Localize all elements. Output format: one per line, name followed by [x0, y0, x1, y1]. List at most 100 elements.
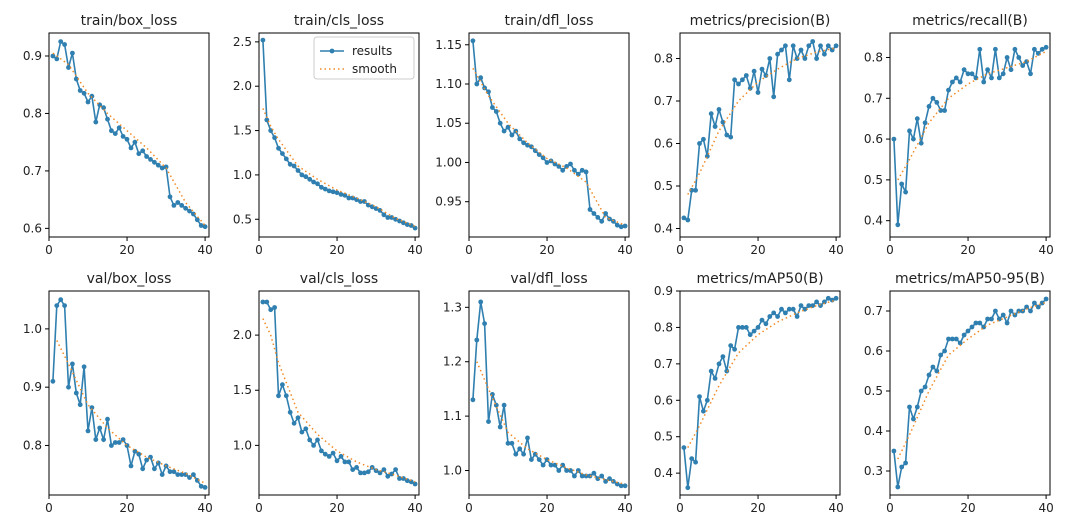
results-point — [299, 429, 305, 435]
results-point — [618, 224, 624, 230]
results-point — [354, 465, 359, 470]
results-point — [478, 75, 484, 81]
results-point — [1008, 308, 1014, 314]
legend-results-marker — [329, 48, 335, 54]
y-tick-label: 1.3 — [443, 300, 462, 314]
results-point — [58, 39, 64, 44]
results-point — [728, 134, 734, 140]
results-point — [899, 464, 905, 470]
results-point — [140, 148, 146, 154]
results-point — [393, 216, 398, 222]
y-tick-label: 0.7 — [864, 91, 883, 105]
results-point — [833, 43, 839, 49]
y-tick-label: 0.5 — [233, 212, 252, 226]
y-tick-label: 1.0 — [443, 464, 462, 478]
results-point — [767, 56, 773, 61]
results-point — [338, 192, 344, 197]
y-tick-label: 0.8 — [654, 320, 673, 334]
results-point — [775, 51, 780, 57]
results-point — [412, 225, 418, 231]
results-point — [474, 337, 480, 343]
plot-frame — [468, 290, 630, 496]
results-point — [622, 223, 628, 229]
x-tick-label: 20 — [539, 243, 554, 257]
results-point — [922, 120, 928, 126]
results-point — [911, 416, 916, 422]
x-tick-label: 0 — [886, 243, 894, 257]
results-point — [385, 215, 391, 220]
results-point — [280, 151, 285, 157]
results-point — [66, 384, 71, 390]
results-point — [101, 437, 106, 442]
results-point — [747, 85, 753, 91]
results-point — [825, 295, 831, 301]
y-tick-label: 0.95 — [435, 195, 462, 209]
smooth-line — [476, 361, 626, 485]
results-point — [957, 340, 963, 346]
results-point — [724, 368, 730, 374]
y-tick-label: 1.10 — [435, 77, 462, 91]
results-point — [120, 437, 126, 442]
results-point — [54, 56, 60, 62]
y-tick-label: 0.4 — [654, 466, 673, 480]
results-point — [536, 152, 542, 158]
results-point — [116, 440, 122, 445]
results-point — [136, 451, 142, 457]
results-point — [198, 483, 204, 489]
results-point — [697, 394, 702, 399]
results-point — [85, 99, 91, 105]
results-point — [891, 136, 897, 142]
results-point — [167, 194, 173, 200]
results-point — [783, 43, 788, 49]
results-point — [981, 79, 987, 85]
results-point — [501, 402, 507, 408]
results-point — [183, 472, 189, 477]
chart-title: val/box_loss — [87, 271, 172, 287]
y-tick-label: 0.7 — [864, 304, 883, 318]
results-point — [264, 299, 270, 305]
results-point — [1012, 46, 1018, 52]
x-tick-label: 0 — [255, 501, 263, 515]
results-point — [93, 437, 99, 442]
results-point — [961, 332, 967, 338]
results-point — [922, 384, 928, 390]
results-point — [342, 459, 348, 465]
results-point — [517, 446, 523, 452]
y-tick-label: 0.6 — [864, 132, 883, 146]
results-point — [996, 75, 1002, 81]
results-point — [89, 405, 95, 410]
results-point — [509, 440, 515, 446]
x-tick-label: 0 — [465, 501, 473, 515]
results-point — [183, 205, 189, 211]
results-point — [961, 67, 967, 73]
results-point — [198, 223, 204, 228]
results-point — [191, 472, 196, 477]
results-point — [926, 104, 932, 109]
results-point — [965, 71, 971, 77]
y-tick-label: 1.05 — [435, 116, 462, 130]
results-point — [393, 467, 398, 472]
results-point — [701, 136, 706, 142]
results-point — [814, 56, 819, 61]
results-point — [62, 303, 67, 308]
x-tick-label: 0 — [676, 243, 684, 257]
results-point — [311, 443, 316, 448]
results-point — [779, 306, 784, 312]
results-point — [716, 107, 722, 112]
results-point — [287, 409, 293, 415]
results-point — [124, 443, 130, 448]
results-point — [381, 212, 387, 218]
results-point — [716, 361, 722, 367]
results-point — [751, 68, 757, 74]
results-point — [1016, 308, 1022, 314]
results-point — [377, 470, 383, 476]
x-tick-label: 40 — [617, 243, 632, 257]
y-tick-label: 0.6 — [864, 344, 883, 358]
results-point — [985, 316, 990, 322]
results-point — [583, 169, 589, 175]
results-point — [825, 43, 831, 49]
results-point — [914, 404, 920, 410]
results-point — [720, 119, 726, 125]
x-tick-label: 0 — [45, 501, 53, 515]
results-point — [899, 181, 905, 187]
